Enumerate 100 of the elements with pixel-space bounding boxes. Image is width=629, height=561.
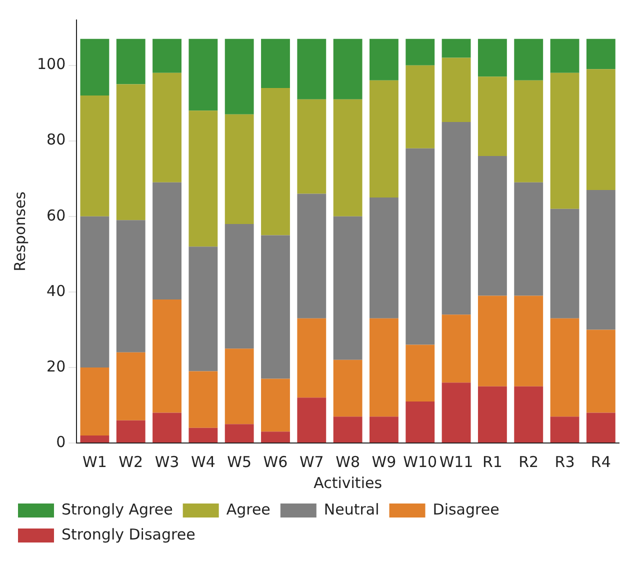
bar — [224, 38, 254, 114]
y-tick-label: 60 — [46, 206, 66, 224]
bar — [550, 416, 580, 442]
bar — [550, 208, 580, 318]
bar — [261, 38, 290, 88]
bar — [224, 114, 254, 224]
bar — [80, 38, 110, 96]
bar — [224, 424, 254, 442]
bar — [442, 314, 471, 383]
bar — [116, 220, 146, 352]
bar — [406, 65, 435, 148]
bar — [478, 38, 507, 77]
bar — [297, 99, 326, 194]
bar — [188, 428, 218, 442]
bar — [442, 58, 471, 122]
bar — [152, 72, 182, 182]
bar — [370, 318, 398, 417]
x-tick-label: R4 — [590, 452, 611, 471]
bar — [261, 88, 290, 236]
bar — [586, 412, 616, 442]
bar — [514, 38, 544, 80]
bar — [152, 299, 182, 413]
bar — [297, 38, 326, 100]
bar — [586, 190, 616, 330]
legend-label: Neutral — [324, 500, 380, 518]
bar — [116, 84, 146, 220]
bar — [550, 318, 580, 417]
bar — [261, 235, 290, 379]
x-tick-label: W4 — [190, 452, 216, 471]
x-tick-label: R2 — [518, 452, 539, 471]
bar — [586, 69, 616, 190]
x-tick-label: R3 — [554, 452, 575, 471]
bar — [297, 398, 326, 442]
y-tick-label: 80 — [46, 130, 66, 149]
bar — [478, 76, 507, 156]
bar — [478, 296, 507, 386]
bar — [224, 224, 254, 349]
y-tick-label: 40 — [46, 282, 66, 300]
bar — [333, 216, 362, 360]
bar — [152, 182, 182, 300]
bar — [152, 38, 182, 73]
legend-label: Strongly Agree — [62, 500, 173, 518]
x-tick-label: W1 — [82, 452, 107, 471]
bar — [188, 110, 218, 247]
bar — [514, 80, 544, 182]
bar — [514, 296, 544, 386]
bar — [297, 318, 326, 398]
y-tick-label: 100 — [36, 55, 66, 74]
bar — [442, 122, 471, 315]
bar — [442, 382, 471, 442]
bar — [514, 182, 544, 296]
bar — [442, 38, 471, 58]
bar — [550, 38, 580, 73]
bar — [261, 432, 290, 442]
bar — [333, 99, 362, 216]
bar — [586, 330, 616, 413]
bar — [116, 420, 146, 442]
bar — [478, 156, 507, 296]
bar — [406, 38, 435, 66]
bar — [116, 38, 146, 84]
bar — [80, 96, 110, 216]
bar — [333, 360, 362, 417]
legend-label: Agree — [226, 500, 270, 518]
x-tick-label: W8 — [336, 452, 360, 471]
bar — [370, 80, 398, 198]
y-tick-label: 0 — [56, 432, 66, 451]
x-tick-label: W7 — [299, 452, 324, 471]
legend-label: Disagree — [432, 500, 500, 518]
bar — [333, 38, 362, 100]
x-tick-label: W9 — [372, 452, 396, 471]
bar — [188, 38, 218, 111]
x-axis-title: Activities — [314, 474, 382, 492]
bar — [80, 216, 110, 368]
bar — [152, 412, 182, 442]
bar — [370, 38, 398, 80]
bar — [478, 386, 507, 442]
bar — [188, 371, 218, 428]
bar — [370, 416, 398, 442]
bar — [406, 344, 435, 402]
x-tick-label: W6 — [263, 452, 288, 471]
bar — [116, 352, 146, 420]
x-tick-label: W11 — [439, 452, 474, 471]
bar — [333, 416, 362, 442]
bar — [514, 386, 544, 442]
y-axis-title: Responses — [10, 191, 29, 272]
bar — [406, 401, 435, 442]
x-tick-label: W10 — [403, 452, 438, 471]
bar — [586, 38, 616, 70]
legend-label: Strongly Disagree — [62, 525, 196, 544]
bar — [406, 148, 435, 345]
y-tick-label: 20 — [46, 357, 66, 376]
bar — [297, 194, 326, 318]
bar — [224, 348, 254, 424]
bar — [80, 367, 110, 436]
x-tick-label: R1 — [482, 452, 502, 471]
bar — [80, 435, 110, 442]
x-tick-label: W3 — [154, 452, 180, 471]
bar — [550, 72, 580, 209]
bar — [370, 198, 398, 318]
x-tick-label: W2 — [118, 452, 144, 471]
